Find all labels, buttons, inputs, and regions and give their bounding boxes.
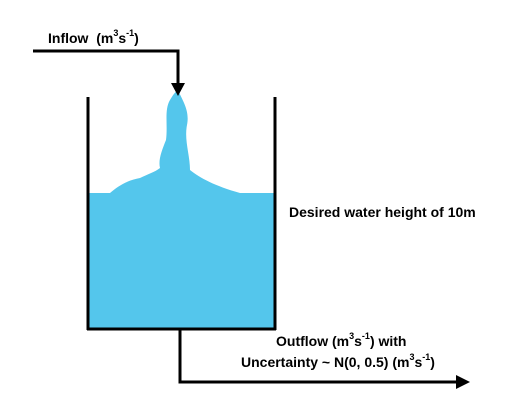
outflow-arrowhead <box>456 375 470 389</box>
outflow-label-line1: Outflow (m3s-1) with <box>276 331 407 349</box>
inflow-arrowhead <box>171 83 185 96</box>
water-body <box>89 193 274 329</box>
outflow-pipe <box>178 330 456 384</box>
outflow-label-line2: Uncertainty ~ N(0, 0.5) (m3s-1) <box>241 352 435 370</box>
inflow-pipe <box>33 49 180 83</box>
water-stream <box>110 90 240 193</box>
inflow-label: Inflow (m3s-1) <box>48 28 139 46</box>
desired-height-label: Desired water height of 10m <box>289 204 476 220</box>
